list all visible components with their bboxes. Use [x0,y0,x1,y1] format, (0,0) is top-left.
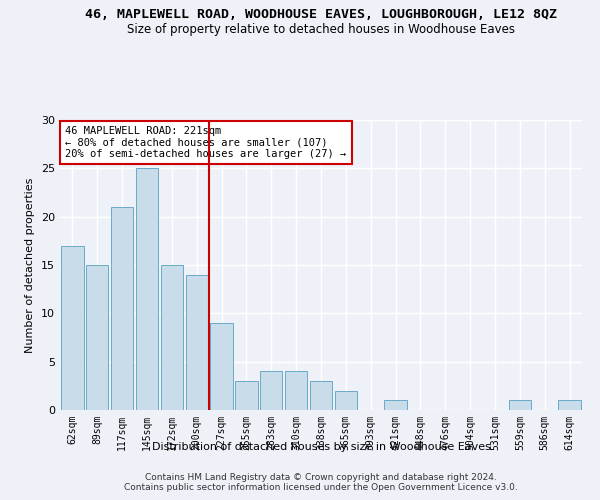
Bar [285,372,307,410]
Bar [61,246,83,410]
Bar [211,323,233,410]
Bar [310,381,332,410]
Bar [111,207,133,410]
Bar [161,265,183,410]
Text: Size of property relative to detached houses in Woodhouse Eaves: Size of property relative to detached ho… [127,22,515,36]
Bar [335,390,357,410]
Bar [509,400,531,410]
Bar [136,168,158,410]
Bar [385,400,407,410]
Bar [185,274,208,410]
Bar [86,265,109,410]
Text: 46 MAPLEWELL ROAD: 221sqm
← 80% of detached houses are smaller (107)
20% of semi: 46 MAPLEWELL ROAD: 221sqm ← 80% of detac… [65,126,346,159]
Text: Contains public sector information licensed under the Open Government Licence v3: Contains public sector information licen… [124,484,518,492]
Y-axis label: Number of detached properties: Number of detached properties [25,178,35,352]
Text: 46, MAPLEWELL ROAD, WOODHOUSE EAVES, LOUGHBOROUGH, LE12 8QZ: 46, MAPLEWELL ROAD, WOODHOUSE EAVES, LOU… [85,8,557,20]
Text: Contains HM Land Registry data © Crown copyright and database right 2024.: Contains HM Land Registry data © Crown c… [145,472,497,482]
Text: Distribution of detached houses by size in Woodhouse Eaves: Distribution of detached houses by size … [152,442,490,452]
Bar [559,400,581,410]
Bar [260,372,283,410]
Bar [235,381,257,410]
